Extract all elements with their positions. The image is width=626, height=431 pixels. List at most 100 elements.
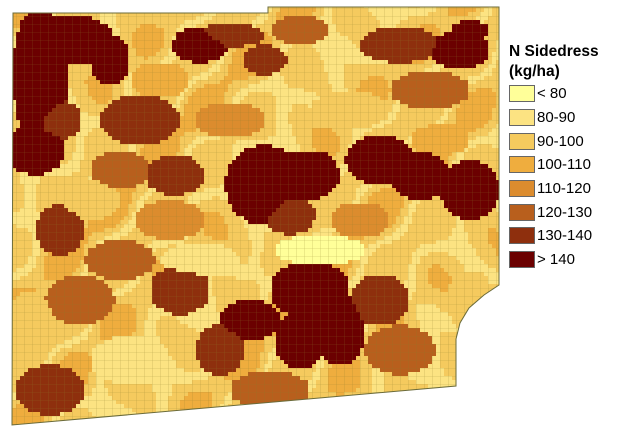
zone-cell-run (264, 424, 272, 425)
zone-cell-run (168, 0, 180, 4)
zone-cell-run (284, 416, 316, 420)
zone-cell-run (180, 420, 208, 424)
zone-cell-run (220, 412, 224, 416)
zone-cell-run (0, 132, 12, 136)
zone-cell-run (0, 316, 8, 320)
zone-cell-run (476, 368, 484, 372)
zone-cell-run (0, 76, 4, 80)
zone-cell-run (496, 400, 499, 404)
zone-cell-run (4, 120, 12, 124)
zone-cell-run (400, 416, 432, 420)
legend-item-lt80: < 80 (509, 82, 624, 106)
zone-cell-run (0, 420, 8, 424)
zone-cell-run (0, 124, 12, 128)
zone-cell-run (180, 424, 204, 425)
legend-title-line1: N Sidedress (509, 43, 599, 60)
zone-cell-run (404, 420, 428, 424)
zone-cell-run (216, 420, 224, 424)
zone-cell-run (0, 108, 4, 112)
zone-cell-run (208, 0, 216, 4)
zone-cell-run (448, 416, 484, 420)
zone-cell-run (448, 412, 484, 416)
legend-swatch (509, 203, 535, 221)
zone-cell-run (100, 8, 116, 12)
zone-cell-run (448, 420, 480, 424)
zone-cell-run (0, 4, 8, 8)
zone-cell-run (440, 408, 448, 412)
zone-cell-run (480, 420, 488, 424)
zone-cell-run (8, 60, 12, 64)
zone-cell-run (396, 408, 432, 412)
zone-cell-run (0, 72, 4, 76)
zone-cell-run (0, 0, 8, 4)
zone-cell-run (0, 120, 4, 124)
zone-cell-run (0, 172, 4, 176)
zone-cell-run (168, 412, 180, 416)
zone-cell-run (228, 408, 272, 412)
zone-cell-run (168, 420, 180, 424)
zone-cell-run (8, 64, 12, 68)
zone-cell-run (368, 400, 392, 404)
zone-cell-run (0, 128, 12, 132)
zone-cell-run (0, 176, 4, 180)
zone-cell-run (436, 404, 444, 408)
zone-cell-run (212, 8, 220, 12)
zone-cell-run (0, 160, 8, 164)
zone-cell-run (488, 408, 492, 412)
legend-label: 120-130 (537, 203, 593, 221)
zone-cell-run (488, 400, 496, 404)
legend-item-130-140: 130-140 (509, 224, 624, 248)
zone-cell-run (8, 56, 12, 60)
zone-cell-run (0, 28, 8, 32)
legend-item-80-90: 80-90 (509, 106, 624, 130)
zone-cell-run (0, 16, 4, 20)
zone-cell-run (0, 220, 4, 224)
zone-cell-run (220, 424, 264, 425)
zone-cell-run (180, 416, 208, 420)
zone-cell-run (448, 0, 484, 4)
zone-cell-run (272, 408, 280, 412)
zone-cell-run (276, 0, 280, 4)
zone-cell-run (0, 96, 8, 100)
zone-cell-run (28, 8, 52, 12)
zone-cell-run (0, 84, 12, 88)
zone-cell-run (332, 424, 364, 425)
zone-cell-run (4, 116, 12, 120)
zone-cell-run (0, 392, 12, 396)
legend-swatch (509, 156, 535, 174)
zone-cell-run (0, 116, 4, 120)
legend-item-110-120: 110-120 (509, 177, 624, 201)
zone-cell-run (180, 0, 208, 4)
zone-cell-run (8, 0, 44, 4)
zone-cell-run (432, 408, 440, 412)
legend-title: N Sidedress (kg/ha) (509, 42, 624, 82)
zone-cell-run (488, 336, 499, 340)
zone-cell-run (480, 364, 488, 368)
zone-cell-run (272, 420, 280, 424)
legend-item-gt140: > 140 (509, 248, 624, 272)
zone-cell-run (52, 8, 56, 12)
zone-cell-run (4, 416, 8, 420)
zone-cell-run (392, 404, 436, 408)
zone-cell-run (4, 76, 12, 80)
zone-cell-run (444, 396, 456, 400)
zone-cell-run (164, 7, 180, 8)
zone-cell-run (204, 7, 212, 8)
zone-cell-run (476, 380, 492, 384)
legend-swatch (509, 180, 535, 198)
zone-cell-run (492, 388, 499, 392)
zone-cell-run (0, 88, 12, 92)
zone-cell-run (60, 0, 96, 4)
zone-cell-run (436, 396, 444, 400)
zone-cell-run (0, 320, 4, 324)
zone-cell-run (464, 384, 492, 388)
zone-cell-run (484, 368, 492, 372)
zone-cell-run (0, 180, 4, 184)
zone-cell-run (432, 388, 452, 392)
zone-cell-run (484, 416, 492, 420)
zone-cell-run (444, 404, 452, 408)
zone-cell-run (0, 48, 4, 52)
zone-cell-run (0, 304, 12, 308)
zone-cell-run (436, 424, 448, 425)
legend-label: 110-120 (537, 180, 591, 198)
